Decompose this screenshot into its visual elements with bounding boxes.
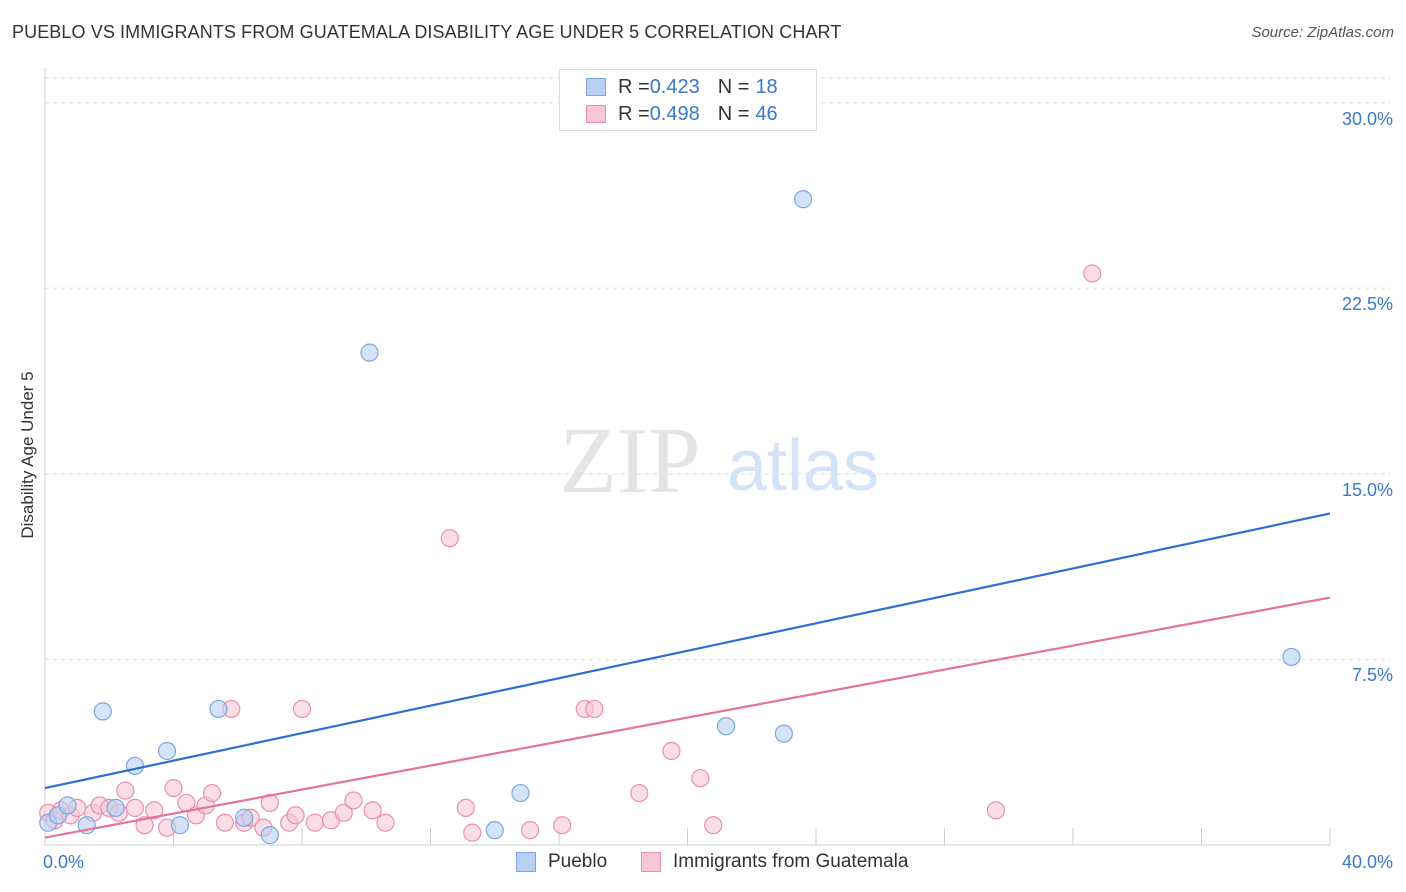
guatemala-point: [116, 781, 135, 800]
trend-lines: [44, 512, 1331, 839]
guatemala-point: [260, 793, 279, 813]
pueblo-point: [170, 816, 190, 835]
guatemala-point: [1083, 264, 1102, 283]
y-tick-label: 22.5%: [1341, 294, 1393, 315]
guatemala-point: [520, 821, 540, 840]
data-points: [39, 190, 1301, 845]
watermark-zip: ZIP: [560, 409, 701, 513]
stats-legend: R = 0.423 N = 18 R = 0.498 N = 46: [559, 69, 817, 131]
legend-r-label: R =: [618, 75, 650, 98]
guatemala-point: [135, 816, 154, 835]
guatemala-point: [334, 803, 353, 822]
guatemala-point: [376, 813, 395, 832]
pueblo-point: [260, 826, 279, 845]
legend-row-pueblo: R = 0.423 N = 18: [586, 75, 778, 99]
guatemala-point: [202, 783, 222, 803]
guatemala-point: [286, 806, 305, 825]
y-tick-label: 15.0%: [1341, 479, 1393, 500]
guatemala-swatch: [586, 105, 606, 123]
guatemala-point: [662, 741, 681, 761]
pueblo-point: [235, 808, 254, 827]
pueblo-point: [511, 783, 530, 803]
guatemala-point: [305, 813, 324, 832]
legend-r-value: 0.498: [649, 102, 700, 125]
source-label: Source: ZipAtlas.com: [1251, 24, 1394, 41]
legend-row-guatemala: R = 0.498 N = 46: [586, 102, 778, 126]
guatemala-point: [215, 813, 234, 832]
guatemala-point: [440, 529, 459, 548]
legend-n-label: N =: [717, 75, 750, 98]
pueblo-point: [106, 798, 125, 817]
pueblo-point: [58, 796, 77, 815]
pueblo-point: [716, 717, 736, 736]
guatemala-point: [125, 798, 145, 817]
pueblo-point: [1282, 647, 1301, 667]
pueblo-point: [360, 343, 379, 362]
guatemala-legend-label: Immigrants from Guatemala: [673, 851, 909, 872]
guatemala-point: [553, 816, 572, 835]
y-axis-label: Disability Age Under 5: [18, 371, 37, 539]
guatemala-point: [463, 823, 482, 842]
guatemala-point: [630, 783, 649, 803]
guatemala-point: [691, 769, 710, 788]
legend-n-value: 18: [755, 75, 778, 98]
guatemala-point: [704, 816, 723, 835]
watermark: ZIP atlas: [560, 409, 880, 513]
legend-n-value: 46: [755, 102, 778, 125]
legend-item-guatemala[interactable]: Immigrants from Guatemala: [641, 851, 908, 873]
legend-r-label: R =: [618, 102, 650, 125]
pueblo-point: [125, 756, 145, 775]
grid-lines: [45, 77, 1390, 660]
guatemala-point: [986, 801, 1006, 820]
pueblo-legend-label: Pueblo: [548, 851, 608, 872]
pueblo-point: [209, 699, 228, 719]
x-tick-label: 40.0%: [1341, 852, 1393, 872]
y-tick-label: 7.5%: [1351, 665, 1393, 686]
guatemala-point: [363, 801, 382, 820]
legend-n-label: N =: [717, 102, 750, 125]
pueblo-point: [93, 702, 112, 721]
series-legend: Pueblo Immigrants from Guatemala: [0, 851, 1406, 877]
pueblo-point: [794, 190, 813, 209]
axes: [44, 68, 1331, 846]
guatemala-trend-line: [44, 596, 1331, 839]
legend-item-pueblo[interactable]: Pueblo: [516, 851, 607, 873]
guatemala-point: [292, 699, 312, 719]
guatemala-point: [456, 798, 475, 817]
x-tick-label: 0.0%: [43, 852, 85, 872]
legend-r-value: 0.423: [649, 75, 700, 98]
guatemala-point: [344, 791, 363, 810]
guatemala-point: [585, 699, 604, 719]
pueblo-point: [157, 741, 177, 761]
pueblo-swatch: [586, 78, 606, 96]
pueblo-point: [774, 724, 793, 743]
pueblo-legend-swatch: [516, 852, 536, 872]
chart-title: PUEBLO VS IMMIGRANTS FROM GUATEMALA DISA…: [12, 22, 842, 42]
guatemala-point: [164, 778, 183, 798]
guatemala-legend-swatch: [641, 852, 661, 872]
pueblo-trend-line: [44, 512, 1331, 790]
y-tick-label: 30.0%: [1341, 108, 1393, 129]
pueblo-point: [485, 821, 504, 840]
guatemala-point: [145, 801, 164, 820]
watermark-atlas: atlas: [727, 426, 879, 506]
